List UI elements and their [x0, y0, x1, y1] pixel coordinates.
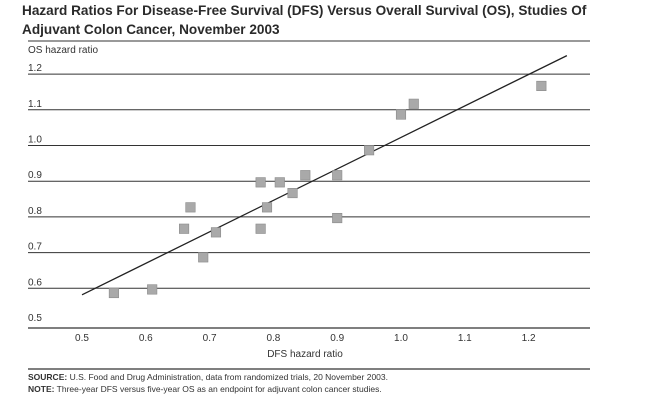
- data-point: [395, 109, 407, 120]
- y-tick-label: 0.6: [28, 277, 42, 288]
- y-tick-label: 1.1: [28, 99, 42, 110]
- x-tick-label: 1.2: [522, 333, 536, 344]
- chart-title: Hazard Ratios For Disease-Free Survival …: [22, 3, 587, 37]
- x-tick-label: 0.9: [330, 333, 344, 344]
- data-point: [179, 223, 190, 234]
- data-point: [185, 202, 196, 213]
- x-tick-label: 0.7: [203, 333, 217, 344]
- data-point: [255, 177, 266, 188]
- x-tick-label: 1.1: [458, 333, 472, 344]
- trend-line: [81, 55, 568, 296]
- x-tick-label: 0.5: [75, 333, 89, 344]
- source-text: U.S. Food and Drug Administration, data …: [67, 372, 388, 382]
- y-tick-label: 1.0: [28, 135, 42, 146]
- data-point: [147, 284, 158, 295]
- x-tick-label: 1.0: [394, 333, 408, 344]
- data-point: [287, 188, 298, 199]
- x-tick-label: 0.6: [139, 333, 153, 344]
- data-point: [332, 212, 343, 224]
- x-axis-label: DFS hazard ratio: [267, 349, 343, 360]
- x-tick-label: 0.8: [266, 333, 280, 344]
- y-tick-label: 0.9: [28, 170, 42, 181]
- source-label: SOURCE:: [28, 372, 68, 382]
- y-tick-label: 1.2: [28, 63, 42, 74]
- note-text: Three-year DFS versus five-year OS as an…: [54, 384, 382, 394]
- note: NOTE: Three-year DFS versus five-year OS…: [28, 384, 382, 395]
- data-point: [198, 252, 209, 263]
- y-axis-label: OS hazard ratio: [28, 45, 98, 56]
- data-point: [261, 202, 273, 213]
- y-tick-label: 0.8: [28, 206, 42, 217]
- data-point: [332, 170, 343, 181]
- data-point: [536, 80, 547, 91]
- data-point: [408, 98, 419, 109]
- data-point: [210, 227, 222, 238]
- y-tick-label: 0.7: [28, 242, 42, 253]
- y-tick-label: 0.5: [28, 313, 42, 324]
- data-point: [255, 223, 266, 234]
- source-note: SOURCE: U.S. Food and Drug Administratio…: [28, 372, 388, 383]
- data-point: [108, 287, 119, 299]
- data-point: [300, 170, 311, 181]
- note-label: NOTE:: [28, 384, 55, 394]
- data-point: [364, 145, 375, 156]
- data-point: [274, 177, 285, 188]
